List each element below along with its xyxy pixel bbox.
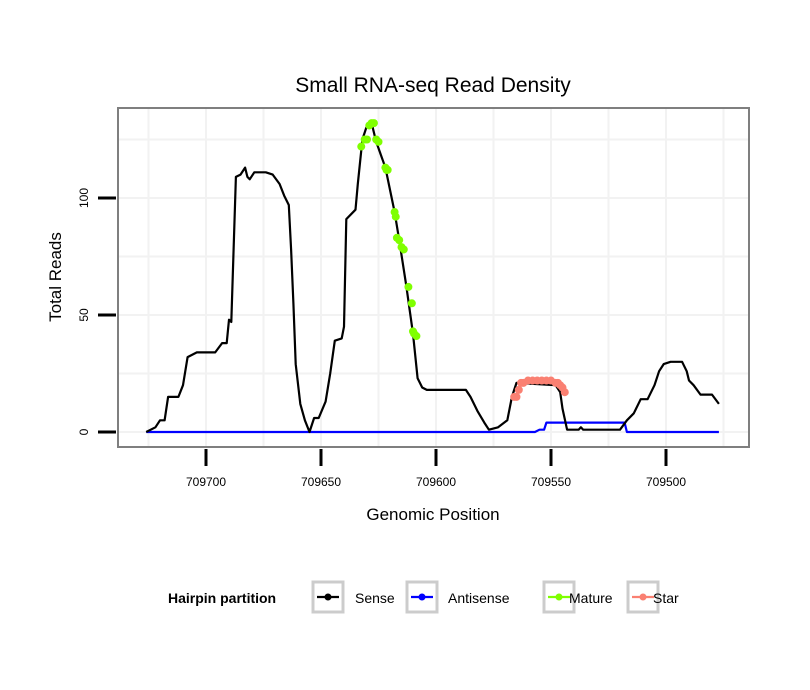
- x-axis-title: Genomic Position: [366, 505, 499, 524]
- plot-panel: [117, 107, 750, 448]
- star-point: [512, 392, 521, 401]
- mature-point: [357, 142, 366, 151]
- series-mature-points: [357, 119, 421, 341]
- mature-point: [407, 299, 416, 308]
- panel-background: [118, 108, 749, 447]
- legend-key-point-mature: [555, 593, 563, 601]
- legend-label-mature: Mature: [569, 590, 613, 606]
- y-tick-label: 0: [77, 428, 91, 435]
- panel-border: [117, 107, 750, 448]
- star-point: [514, 385, 523, 394]
- legend-item-antisense: Antisense: [405, 580, 510, 614]
- mature-point: [374, 137, 383, 146]
- series-antisense-line: [146, 421, 719, 434]
- chart-title: Small RNA-seq Read Density: [295, 74, 571, 97]
- y-axis-title: Total Reads: [46, 232, 65, 322]
- legend-label-star: Star: [653, 590, 679, 606]
- mature-point: [399, 245, 408, 254]
- x-axis: 709700 709650 709600 709550 709500: [186, 449, 686, 489]
- series-star-points: [510, 376, 569, 401]
- x-tick-label: 709600: [416, 475, 456, 489]
- x-tick-label: 709550: [531, 475, 571, 489]
- star-point: [560, 388, 569, 397]
- mature-point: [404, 282, 413, 291]
- mature-point: [363, 135, 371, 144]
- y-axis: 0 50 100: [77, 188, 116, 435]
- mature-point: [383, 165, 392, 174]
- legend: Hairpin partition Sense Antisense Mature St…: [168, 580, 679, 614]
- legend-label-sense: Sense: [355, 590, 395, 606]
- legend-key-point-antisense: [418, 593, 426, 601]
- legend-key-point-sense: [324, 593, 332, 601]
- mature-point: [369, 119, 378, 128]
- mature-point: [412, 332, 421, 341]
- legend-title: Hairpin partition: [168, 590, 276, 606]
- legend-key-point-star: [639, 593, 647, 601]
- series-layer: [145, 119, 720, 434]
- y-tick-label: 100: [77, 188, 91, 208]
- legend-item-mature: Mature: [542, 580, 613, 614]
- x-tick-label: 709500: [646, 475, 686, 489]
- legend-label-antisense: Antisense: [448, 590, 510, 606]
- legend-item-sense: Sense: [311, 580, 395, 614]
- legend-item-star: Star: [626, 580, 679, 614]
- x-tick-label: 709700: [186, 475, 226, 489]
- mature-point: [391, 212, 400, 221]
- mature-point: [395, 236, 404, 245]
- y-tick-label: 50: [77, 308, 91, 322]
- x-tick-label: 709650: [301, 475, 341, 489]
